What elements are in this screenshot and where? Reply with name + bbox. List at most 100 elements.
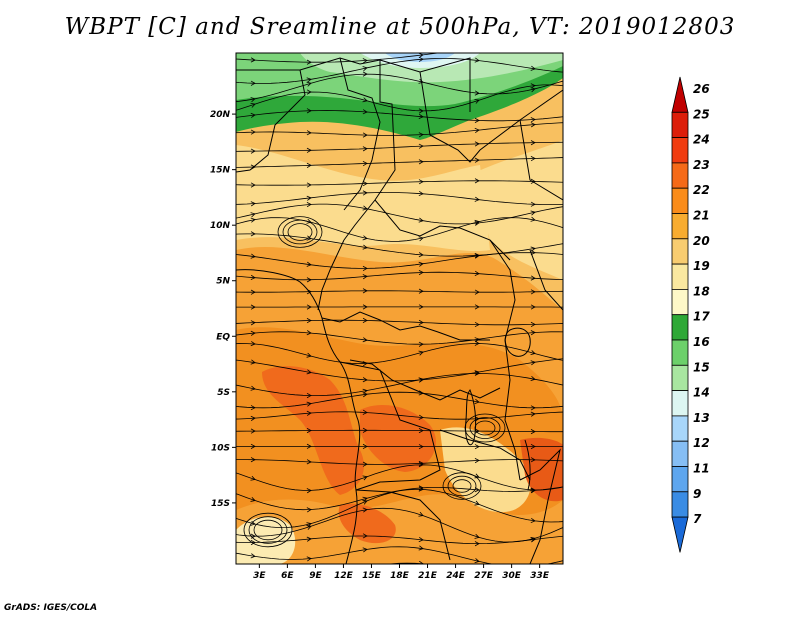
- colorbar-label: 21: [693, 209, 710, 223]
- colorbar-swatch: [671, 516, 689, 553]
- streamline-arrow: [474, 127, 480, 133]
- streamline-arrow: [474, 473, 480, 479]
- streamline-arrow: [530, 411, 536, 417]
- streamline-arrow: [250, 553, 256, 559]
- colorbar-label: 22: [693, 183, 710, 197]
- streamline-arrow: [418, 545, 424, 551]
- lon-tick-label: 24E: [446, 571, 466, 581]
- streamline-arrow: [530, 350, 536, 356]
- streamline: [236, 331, 563, 345]
- streamline: [236, 411, 563, 420]
- streamline-arrow: [306, 235, 312, 241]
- streamline-arrow: [530, 360, 536, 366]
- streamline-arrow: [306, 401, 312, 407]
- streamline-arrow: [250, 97, 256, 103]
- longitude-axis: 3E 6E 9E 12E 15E 18E 21E 24E 27E 30E 33E: [253, 564, 550, 581]
- lon-tick-label: 6E: [281, 571, 294, 581]
- streamline-arrow: [418, 444, 424, 450]
- lon-tick-label: 27E: [474, 571, 494, 581]
- streamline-arrow: [306, 443, 312, 449]
- streamline-arrow: [250, 217, 256, 223]
- streamline-eddy: [253, 519, 283, 541]
- border-ethiopia: [519, 119, 563, 201]
- streamline-arrow: [362, 109, 368, 115]
- streamline-eddy: [287, 223, 313, 241]
- streamline-arrow: [530, 405, 536, 411]
- streamline-arrow: [250, 385, 256, 391]
- colorbar-label: 17: [693, 310, 710, 324]
- streamline-arrow: [474, 57, 480, 63]
- streamline-arrow: [250, 428, 256, 434]
- streamline-arrow: [531, 42, 535, 47]
- streamline-arrow: [306, 89, 312, 95]
- streamline-arrow: [306, 428, 312, 434]
- streamline: [236, 217, 563, 242]
- streamline-arrow: [418, 53, 424, 58]
- colorbar-label: 18: [693, 284, 710, 298]
- streamline-arrow: [530, 65, 536, 71]
- colorbar-swatch: [671, 491, 689, 518]
- border-lake-tanganyika: [465, 389, 477, 446]
- lat-tick-label: 5S: [217, 388, 230, 398]
- streamline-eddy: [282, 219, 318, 245]
- streamline-arrow: [418, 486, 424, 492]
- colorbar-label: 11: [693, 462, 710, 476]
- streamline-arrow: [530, 488, 536, 494]
- streamline-arrow: [250, 289, 256, 295]
- colorbar-swatch: [671, 288, 689, 316]
- streamline-arrow: [418, 56, 424, 62]
- streamline-arrow: [474, 196, 480, 202]
- streamline-arrow: [250, 341, 256, 347]
- streamline: [236, 180, 563, 186]
- streamline-arrow: [362, 274, 368, 280]
- lat-tick-label: 15N: [210, 166, 231, 176]
- border-mozambique: [519, 448, 561, 564]
- streamline-arrow: [250, 231, 256, 237]
- field-red-2: [360, 405, 436, 472]
- streamline-arrow: [474, 444, 480, 450]
- streamline-arrow: [362, 265, 368, 272]
- streamline-arrow: [530, 140, 536, 146]
- streamline-arrow: [474, 157, 480, 163]
- streamline-arrow: [362, 392, 368, 398]
- streamline-arrow: [418, 261, 424, 267]
- border-west-sahel: [236, 69, 306, 173]
- colorbar-swatch: [671, 415, 689, 442]
- streamline-arrow: [418, 350, 424, 356]
- border-niger: [339, 57, 381, 211]
- lon-tick-label: 18E: [390, 571, 410, 581]
- streamline-arrow: [306, 459, 312, 465]
- streamline-arrow: [306, 507, 312, 513]
- colorbar-swatch: [671, 187, 689, 214]
- streamline-arrow: [474, 533, 480, 539]
- streamline-arrow: [474, 289, 480, 295]
- streamline: [236, 343, 563, 364]
- streamline-arrow: [306, 261, 312, 267]
- streamline-arrow: [362, 244, 368, 250]
- streamline: [236, 319, 563, 326]
- streamline-arrow: [418, 78, 424, 84]
- field-light-2: [236, 516, 296, 564]
- streamline-eddy: [452, 479, 472, 493]
- streamline: [236, 84, 563, 112]
- streamline-arrow: [418, 511, 424, 517]
- streamline-arrow: [530, 376, 536, 382]
- streamline-arrow: [530, 210, 536, 216]
- lon-tick-label: 33E: [530, 571, 550, 581]
- streamline-arrow: [474, 340, 480, 346]
- streamline-arrow: [362, 507, 368, 513]
- streamline-arrow: [474, 500, 480, 506]
- streamline: [236, 459, 563, 465]
- streamline-arrow: [418, 236, 424, 242]
- streamline-arrow: [362, 161, 368, 167]
- lat-tick-label: 15S: [211, 499, 230, 509]
- colorbar-label: 12: [693, 436, 710, 450]
- colorbar-swatch: [671, 263, 689, 290]
- streamline-arrow: [362, 146, 368, 152]
- streamline-arrow: [250, 212, 256, 218]
- border-cameroon: [317, 239, 345, 311]
- streamline-arrow: [306, 202, 312, 208]
- streamline-arrow: [362, 132, 368, 138]
- streamline-arrow: [250, 102, 256, 108]
- streamline-arrow: [474, 337, 480, 343]
